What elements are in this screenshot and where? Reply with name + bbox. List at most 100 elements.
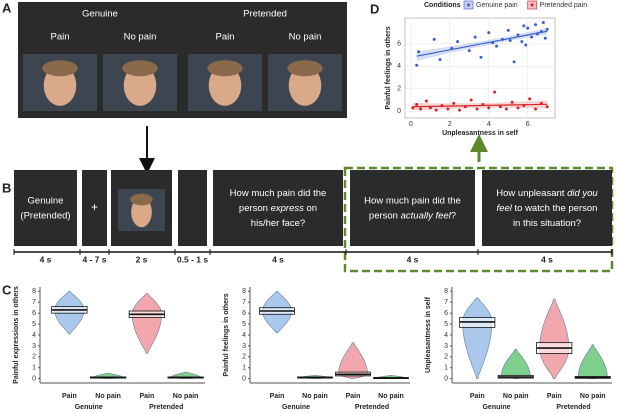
point [487, 31, 491, 35]
x-axis-label: Unpleasantness in self [442, 130, 519, 137]
group-label: Pretended [556, 404, 590, 411]
violin [131, 293, 162, 354]
point [541, 20, 545, 24]
photo-hair [207, 60, 243, 77]
panel-label: A [2, 0, 12, 15]
point [487, 106, 491, 110]
point [434, 108, 438, 112]
duration: 0.5 - 1 s [177, 254, 208, 264]
point [498, 105, 502, 109]
screen-text-part: to watch the person [512, 203, 598, 214]
y-axis-label: Painful expressions in others [13, 286, 20, 384]
duration: 2 s [136, 254, 148, 264]
screen-text: in this situation? [513, 218, 581, 229]
condition-label: Pain [215, 32, 234, 43]
screen-text-part: ? [451, 210, 456, 221]
panel-label: B [2, 180, 11, 195]
screen [178, 170, 207, 246]
x-tick-label: Pain [547, 393, 562, 400]
screen-text-part: How unpleasant [496, 188, 567, 199]
point [535, 32, 539, 36]
screen [82, 170, 107, 246]
x-tick-label: 4 [487, 121, 491, 128]
point [417, 50, 421, 54]
x-tick-label: Pain [62, 393, 77, 400]
violin [500, 348, 531, 379]
condition-label: No pain [124, 32, 157, 43]
legend-dot [530, 3, 534, 7]
screen-text: (Pretended) [20, 210, 70, 221]
y-tick-label: 5 [242, 321, 246, 328]
y-tick-label: 4 [32, 332, 36, 339]
group-title: Pretended [243, 9, 287, 20]
y-tick-label: 0 [397, 108, 401, 115]
screen [482, 170, 612, 246]
point [545, 27, 549, 31]
confidence-band [416, 27, 548, 62]
point [415, 103, 419, 107]
y-tick-label: 0 [444, 375, 448, 382]
point [458, 108, 462, 112]
x-tick-label: No pain [173, 393, 199, 400]
legend-title: Conditions [424, 2, 461, 9]
point [508, 38, 512, 42]
group-label: Genuine [282, 404, 310, 411]
screen-text-part: his/her face? [251, 218, 305, 229]
screen-text-part: (Pretended) [20, 210, 70, 221]
point [539, 101, 543, 105]
regression-line [416, 30, 548, 57]
y-tick-label: 2 [397, 86, 401, 93]
point [411, 106, 415, 110]
screen-text-part: person [239, 203, 271, 214]
y-tick-label: 2 [444, 354, 448, 361]
point [543, 36, 547, 40]
duration: 4 s [541, 254, 553, 264]
legend-dot [467, 3, 470, 7]
violin [338, 342, 368, 379]
group-label: Pretended [149, 404, 183, 411]
point [424, 99, 428, 103]
point [428, 106, 432, 110]
x-tick-label: Pain [139, 393, 154, 400]
violin [577, 344, 608, 379]
point [473, 35, 477, 39]
y-tick-label: 8 [242, 288, 246, 295]
point [432, 37, 436, 41]
x-tick-label: No pain [378, 393, 404, 400]
photo-hair [122, 60, 158, 77]
screen-text: person express on [239, 203, 317, 214]
x-tick-label: Pain [470, 393, 485, 400]
y-tick-label: 4 [242, 332, 246, 339]
y-tick-label: 4 [397, 63, 401, 70]
screen-text: + [91, 200, 98, 214]
panel-label: C [2, 282, 12, 297]
x-tick-label: 2 [448, 121, 452, 128]
point [475, 107, 479, 111]
screen-text-part: actually feel [401, 210, 452, 221]
point [415, 63, 419, 67]
screen-text: person actually feel? [369, 210, 456, 221]
point [495, 44, 499, 48]
y-tick-label: 7 [32, 299, 36, 306]
y-axis-label: Painful feelings in others [385, 26, 392, 109]
y-tick-label: 3 [32, 343, 36, 350]
duration: 4 s [272, 254, 284, 264]
y-tick-label: 6 [444, 310, 448, 317]
point [467, 49, 471, 53]
point [504, 107, 508, 111]
y-tick-label: 0 [242, 375, 246, 382]
y-tick-label: 2 [242, 354, 246, 361]
screen-text: How much pain did the [364, 195, 461, 206]
point [512, 60, 516, 64]
screen-text-part: How much pain did the [230, 188, 327, 199]
x-tick-label: No pain [302, 393, 328, 400]
point [440, 104, 444, 108]
point [493, 90, 497, 94]
point [456, 40, 460, 44]
y-axis-label: Unpleasantness in self [425, 296, 432, 373]
point [524, 43, 528, 47]
point [500, 37, 504, 41]
screen [213, 170, 343, 246]
point [516, 33, 520, 37]
duration: 4 s [40, 254, 52, 264]
